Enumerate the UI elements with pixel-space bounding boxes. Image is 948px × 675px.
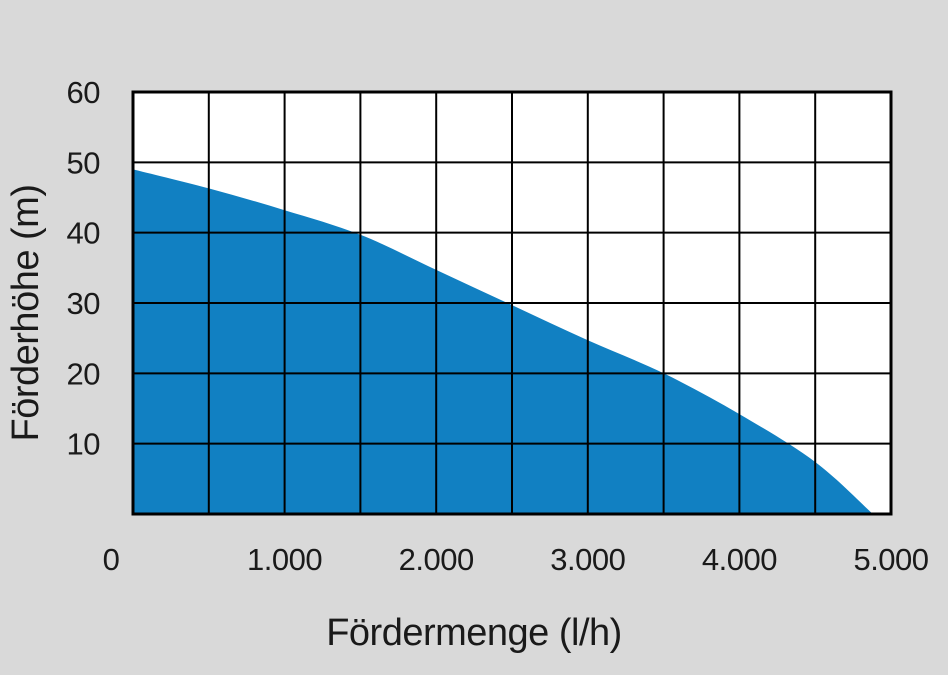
x-tick-label: 0 [103,542,120,577]
y-axis-tick-labels: 10 20 30 40 50 60 [67,75,101,462]
y-tick-label: 50 [67,145,101,180]
y-tick-label: 20 [67,356,101,391]
x-tick-label: 2.000 [399,542,474,577]
y-tick-label: 30 [67,286,101,321]
x-tick-label: 3.000 [550,542,625,577]
plot-border [131,90,893,516]
y-tick-label: 10 [67,427,101,462]
performance-curve-area [133,169,873,514]
x-tick-label: 1.000 [247,542,322,577]
grid-lines [133,92,891,514]
x-tick-label: 4.000 [702,542,777,577]
y-axis-title: Förderhöhe (m) [5,185,47,442]
x-tick-label: 5.000 [853,542,928,577]
x-axis-title: Fördermenge (l/h) [326,612,622,654]
y-tick-label: 40 [67,216,101,251]
x-axis-tick-labels: 0 1.000 2.000 3.000 4.000 5.000 [103,542,930,577]
y-tick-label: 60 [67,75,101,110]
